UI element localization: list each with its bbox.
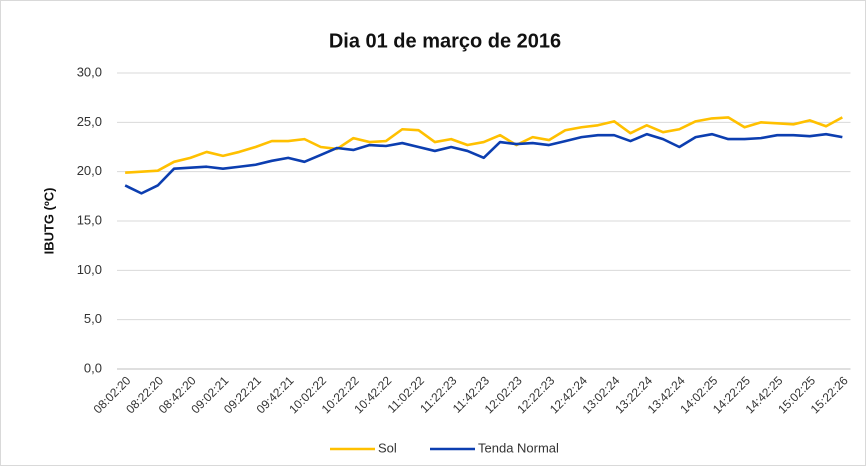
y-tick-label: 20,0 [77, 163, 102, 178]
legend-label: Sol [378, 440, 397, 455]
chart-title: Dia 01 de março de 2016 [329, 30, 561, 52]
legend-label: Tenda Normal [478, 440, 559, 455]
series-line [124, 132, 843, 195]
y-tick-label: 30,0 [77, 64, 102, 79]
y-tick-label: 15,0 [77, 212, 102, 227]
series-line [125, 116, 843, 174]
y-axis-title: IBUTG (ºC) [41, 188, 56, 255]
y-tick-label: 10,0 [77, 262, 102, 277]
y-tick-label: 25,0 [77, 114, 102, 129]
y-tick-label: 5,0 [84, 311, 102, 326]
y-tick-label: 0,0 [84, 360, 102, 375]
